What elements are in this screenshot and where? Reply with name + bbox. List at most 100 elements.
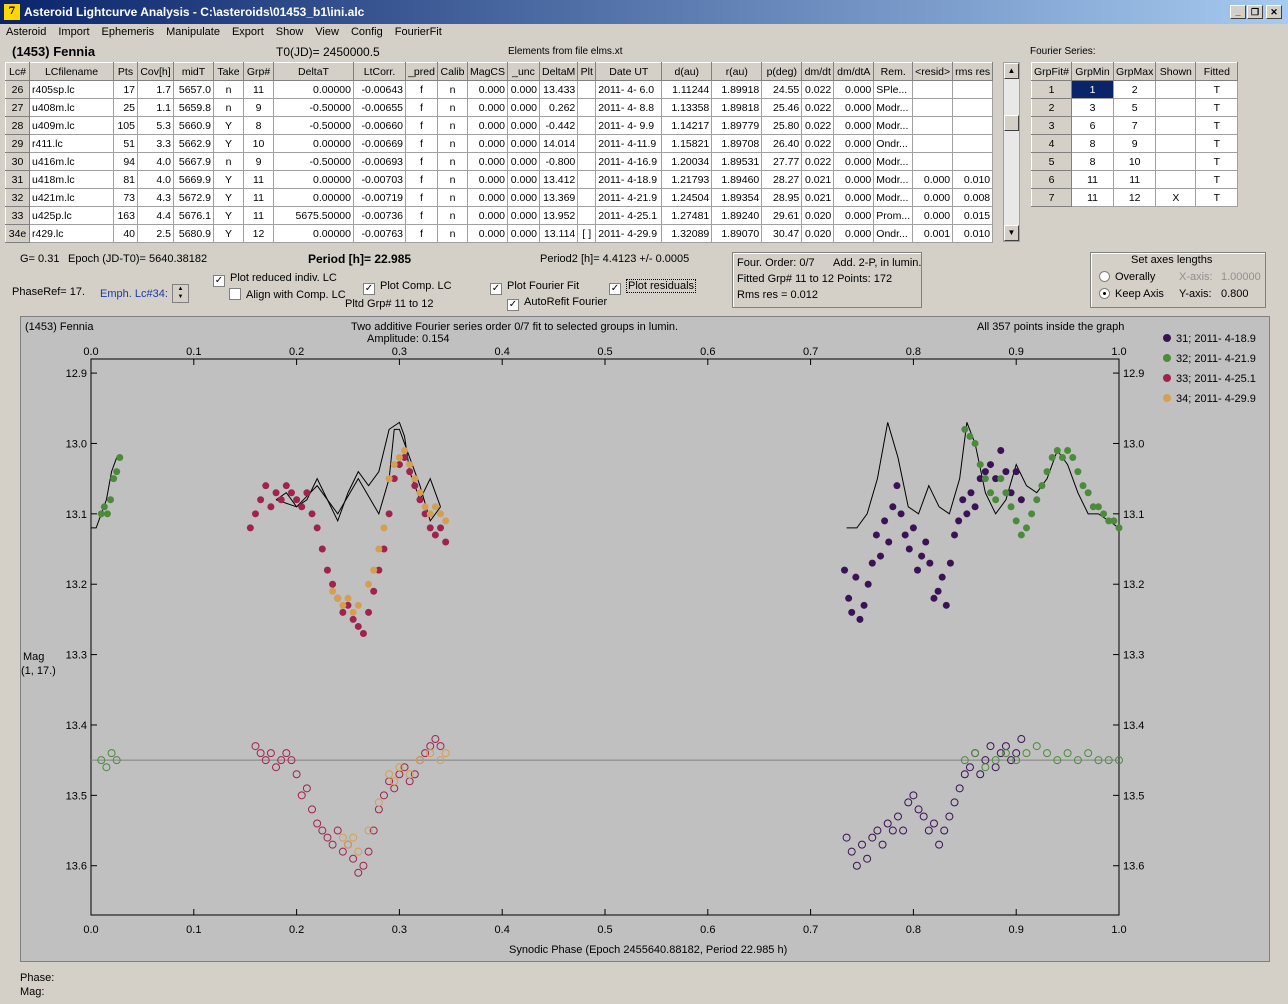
- column-header[interactable]: Pts: [113, 62, 138, 81]
- emph-spinner[interactable]: ▲ ▼: [172, 284, 189, 303]
- column-header[interactable]: r(au): [711, 62, 763, 81]
- column-header[interactable]: Grp#: [243, 62, 274, 81]
- table-row[interactable]: 33 u425p.lc 163 4.4 5676.1 Y 11 5675.50000 -0.00…: [5, 206, 994, 225]
- table-cell[interactable]: [952, 98, 994, 117]
- table-cell[interactable]: -0.50000: [273, 116, 354, 135]
- table-cell[interactable]: [577, 188, 597, 207]
- table-cell[interactable]: 27.77: [761, 152, 803, 171]
- table-cell[interactable]: -0.00669: [353, 134, 406, 153]
- table-cell[interactable]: [577, 134, 597, 153]
- table-cell[interactable]: 0.008: [952, 188, 994, 207]
- table-cell[interactable]: f: [405, 206, 438, 225]
- table-cell[interactable]: 0.000: [833, 134, 875, 153]
- menu-import[interactable]: Import: [58, 26, 90, 38]
- table-cell[interactable]: n: [437, 98, 468, 117]
- table-cell[interactable]: 1.89818: [711, 98, 763, 117]
- checkbox-checked-icon[interactable]: ✓: [363, 283, 375, 295]
- table-cell[interactable]: [912, 116, 954, 135]
- table-row[interactable]: 34e r429.lc 40 2.5 5680.9 Y 12 0.00000 -0.00763 f…: [5, 224, 994, 243]
- column-header[interactable]: DeltaT: [273, 62, 354, 81]
- table-cell[interactable]: 17: [113, 80, 138, 99]
- table-cell[interactable]: [577, 116, 597, 135]
- table-cell[interactable]: 11: [243, 170, 274, 189]
- table-cell[interactable]: 1.21793: [661, 170, 713, 189]
- table-cell[interactable]: 0.022: [801, 116, 835, 135]
- table-cell[interactable]: 2011- 4- 8.8: [595, 98, 663, 117]
- table-cell[interactable]: 11: [243, 206, 274, 225]
- table-cell[interactable]: 8: [1071, 152, 1115, 171]
- column-header[interactable]: d(au): [661, 62, 713, 81]
- menu-fourierfit[interactable]: FourierFit: [394, 26, 442, 38]
- table-cell[interactable]: -0.50000: [273, 98, 354, 117]
- table-cell[interactable]: f: [405, 134, 438, 153]
- table-cell[interactable]: n: [437, 116, 468, 135]
- table-cell[interactable]: 94: [113, 152, 138, 171]
- table-cell[interactable]: 51: [113, 134, 138, 153]
- checkbox-checked-icon[interactable]: ✓: [213, 275, 225, 287]
- table-cell[interactable]: 0.022: [801, 98, 835, 117]
- table-cell[interactable]: 11: [1071, 170, 1115, 189]
- table-cell[interactable]: -0.00660: [353, 116, 406, 135]
- table-cell[interactable]: 13.369: [539, 188, 579, 207]
- column-header[interactable]: Calib: [437, 62, 468, 81]
- table-cell[interactable]: 4.4: [137, 206, 174, 225]
- table-cell[interactable]: 0.000: [912, 170, 954, 189]
- column-header[interactable]: GrpMax: [1113, 62, 1157, 81]
- menu-view[interactable]: View: [315, 26, 339, 38]
- table-cell[interactable]: Y: [213, 188, 244, 207]
- table-cell[interactable]: 2011- 4- 9.9: [595, 116, 663, 135]
- table-cell[interactable]: 3.3: [137, 134, 174, 153]
- table-cell[interactable]: [577, 152, 597, 171]
- column-header[interactable]: Date UT: [595, 62, 663, 81]
- table-cell[interactable]: [912, 98, 954, 117]
- table-cell[interactable]: 2011- 4-29.9: [595, 224, 663, 243]
- table-cell[interactable]: 163: [113, 206, 138, 225]
- table-cell[interactable]: 0.000: [466, 188, 509, 207]
- table-cell[interactable]: r405sp.lc: [29, 80, 114, 99]
- column-header[interactable]: LCfilename: [29, 62, 114, 81]
- table-cell[interactable]: SPle...: [873, 80, 914, 99]
- menu-show[interactable]: Show: [275, 26, 304, 38]
- table-cell[interactable]: 25: [113, 98, 138, 117]
- table-cell[interactable]: [1155, 80, 1197, 99]
- table-cell[interactable]: f: [405, 170, 438, 189]
- table-cell[interactable]: 1.20034: [661, 152, 713, 171]
- plot-residuals-checkbox[interactable]: ✓ Plot residuals: [609, 279, 697, 295]
- table-cell[interactable]: u416m.lc: [29, 152, 114, 171]
- table-cell[interactable]: X: [1155, 188, 1197, 207]
- table-cell[interactable]: [912, 134, 954, 153]
- row-header[interactable]: 28: [5, 116, 30, 135]
- table-cell[interactable]: n: [213, 152, 244, 171]
- table-cell[interactable]: 0.000: [507, 170, 541, 189]
- table-cell[interactable]: 1.89708: [711, 134, 763, 153]
- table-cell[interactable]: [ ]: [577, 224, 597, 243]
- app-icon[interactable]: 7: [4, 4, 20, 20]
- table-cell[interactable]: 2: [1113, 80, 1157, 99]
- table-cell[interactable]: 5657.0: [173, 80, 214, 99]
- table-cell[interactable]: -0.00693: [353, 152, 406, 171]
- table-cell[interactable]: 5667.9: [173, 152, 214, 171]
- table-cell[interactable]: 0.00000: [273, 188, 354, 207]
- lightcurve-plot-panel[interactable]: 0.0 0.0 0.1 0.1 0.2 0.2 0.3 0.3 0.4 0.4 0.5 0.5 0.6 0…: [20, 316, 1270, 962]
- table-cell[interactable]: 12: [1113, 188, 1157, 207]
- table-cell[interactable]: 0.022: [801, 80, 835, 99]
- table-cell[interactable]: 10: [1113, 152, 1157, 171]
- table-cell[interactable]: [952, 80, 994, 99]
- table-cell[interactable]: 0.000: [466, 98, 509, 117]
- table-cell[interactable]: n: [437, 170, 468, 189]
- table-cell[interactable]: f: [405, 188, 438, 207]
- row-header[interactable]: 3: [1030, 116, 1073, 135]
- table-cell[interactable]: Prom...: [873, 206, 914, 225]
- table-cell[interactable]: [952, 152, 994, 171]
- table-cell[interactable]: n: [437, 206, 468, 225]
- table-cell[interactable]: Modr...: [873, 116, 914, 135]
- table-cell[interactable]: 2011- 4-25.1: [595, 206, 663, 225]
- table-cell[interactable]: 11: [1071, 188, 1115, 207]
- table-cell[interactable]: 0.022: [801, 152, 835, 171]
- table-cell[interactable]: 0.00000: [273, 80, 354, 99]
- table-cell[interactable]: 1.24504: [661, 188, 713, 207]
- table-cell[interactable]: 0.010: [952, 170, 994, 189]
- table-cell[interactable]: [1155, 170, 1197, 189]
- table-cell[interactable]: 5680.9: [173, 224, 214, 243]
- table-cell[interactable]: 7: [1113, 116, 1157, 135]
